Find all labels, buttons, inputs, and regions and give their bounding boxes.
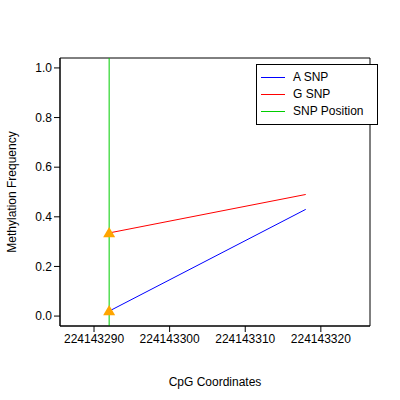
html-text:A SNP: A SNP [293, 70, 329, 84]
svg-text:224143320: 224143320 [291, 332, 351, 346]
svg-text:0.8: 0.8 [35, 111, 52, 125]
html-text:G SNP: G SNP [293, 87, 331, 101]
svg-text:Methylation Frequency: Methylation Frequency [8, 131, 19, 252]
html-text:SNP Position: SNP Position [293, 104, 364, 118]
svg-text:0.0: 0.0 [35, 309, 52, 323]
svg-text:224143300: 224143300 [140, 332, 200, 346]
svg-text:0.6: 0.6 [35, 160, 52, 174]
svg-text:1.0: 1.0 [35, 61, 52, 75]
svg-text:0.2: 0.2 [35, 260, 52, 274]
svg-text:0.4: 0.4 [35, 210, 52, 224]
svg-text:224143290: 224143290 [64, 332, 124, 346]
svg-text:CpG Coordinates: CpG Coordinates [169, 375, 262, 389]
svg-text:224143310: 224143310 [215, 332, 275, 346]
